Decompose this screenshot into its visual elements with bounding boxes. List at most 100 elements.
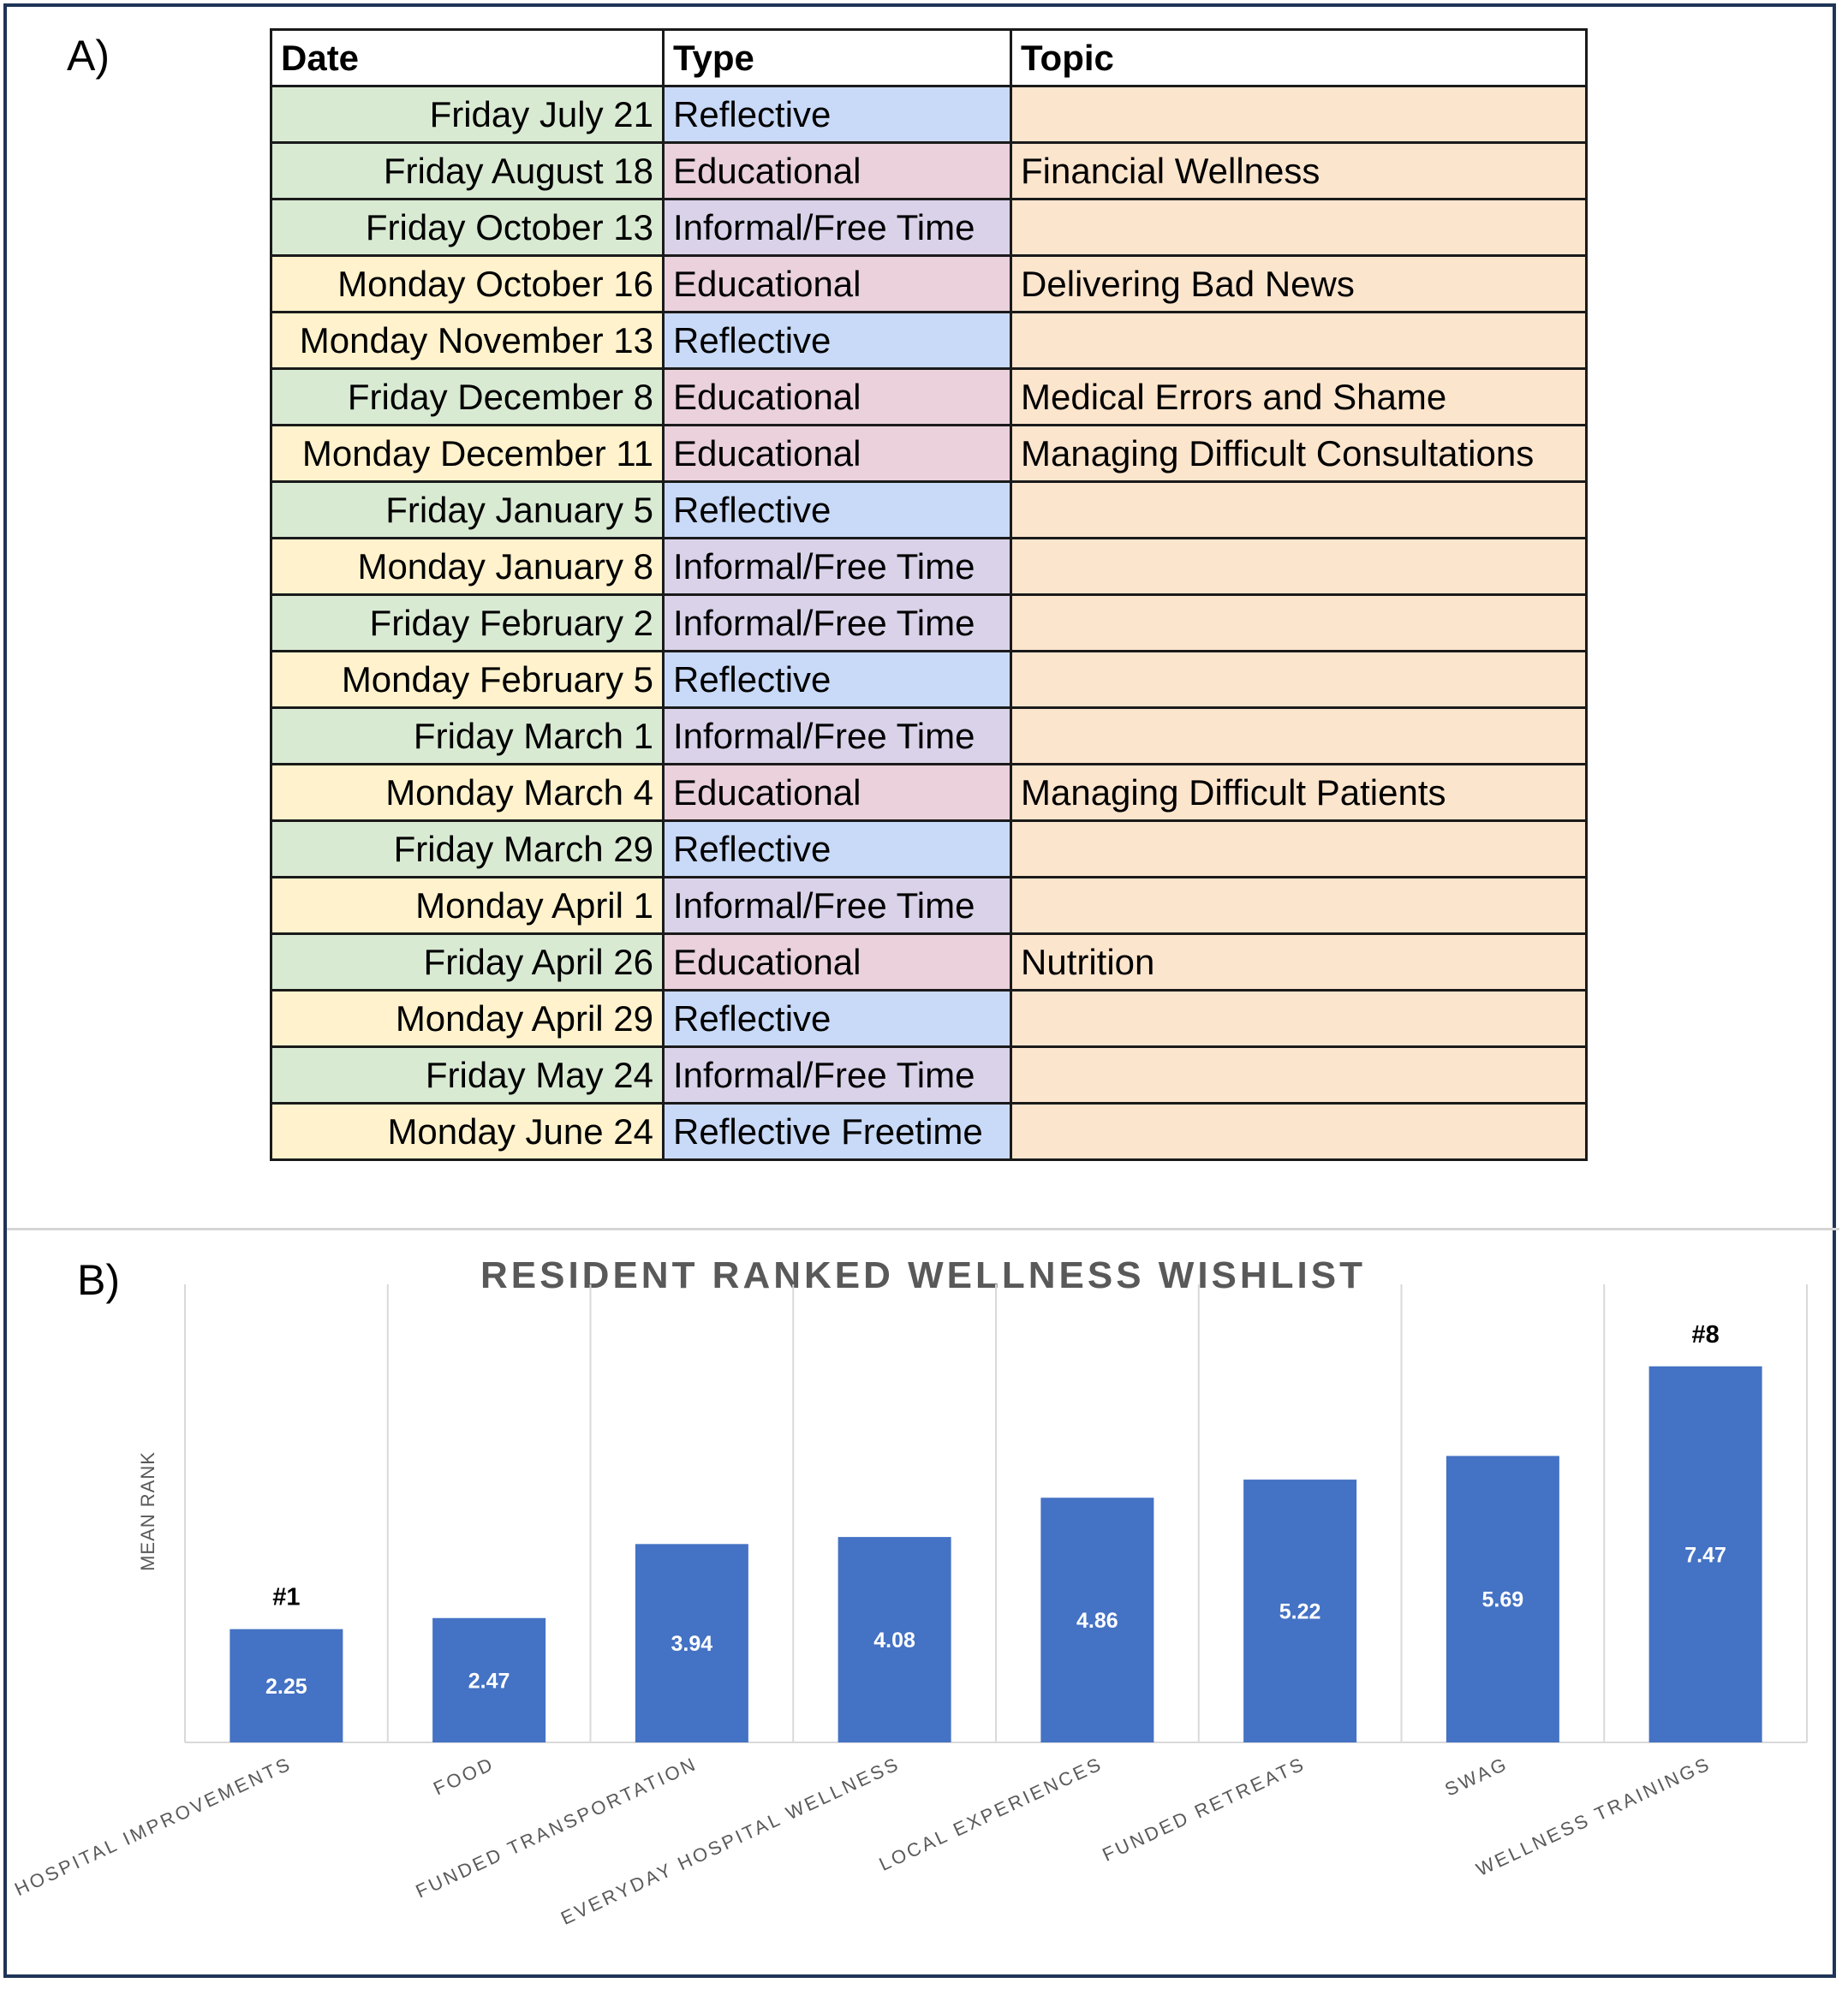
type-cell: Informal/Free Time — [662, 706, 1012, 765]
topic-cell: Medical Errors and Shame — [1010, 367, 1588, 426]
category-tick-label: FUNDED RETREATS — [1099, 1753, 1309, 1866]
date-cell: Friday December 8 — [270, 367, 665, 426]
topic-cell: Nutrition — [1010, 932, 1588, 992]
date-cell: Friday July 21 — [270, 85, 665, 144]
type-cell: Reflective — [662, 480, 1012, 539]
date-cell: Friday August 18 — [270, 141, 665, 200]
topic-cell — [1010, 650, 1588, 709]
type-cell: Educational — [662, 254, 1012, 313]
category-tick-label: LOCAL EXPERIENCES — [876, 1753, 1106, 1875]
type-cell: Reflective — [662, 650, 1012, 709]
date-cell: Monday April 1 — [270, 876, 665, 935]
date-cell: Friday March 29 — [270, 819, 665, 878]
topic-cell: Managing Difficult Consultations — [1010, 424, 1588, 483]
header-date: Date — [270, 28, 665, 87]
bar-layer — [230, 1366, 1762, 1742]
table-row: Monday December 11 Educational Managing Di… — [270, 424, 1588, 483]
topic-cell — [1010, 706, 1588, 765]
table-row: Friday March 1 Informal/Free Time — [270, 706, 1588, 765]
data-label: 7.47 — [1684, 1543, 1726, 1567]
date-cell: Friday March 1 — [270, 706, 665, 765]
data-label: 2.25 — [265, 1675, 307, 1699]
type-cell: Informal/Free Time — [662, 876, 1012, 935]
schedule-body: Friday July 21 Reflective Friday August 18… — [270, 85, 1588, 1161]
table-header-row: Date Type Topic — [270, 28, 1588, 87]
bar — [1648, 1366, 1762, 1742]
topic-cell — [1010, 480, 1588, 539]
rank-annotation: #1 — [272, 1584, 300, 1611]
header-type: Type — [662, 28, 1012, 87]
table-row: Friday April 26 Educational Nutrition — [270, 932, 1588, 992]
bar — [838, 1537, 951, 1742]
type-cell: Educational — [662, 424, 1012, 483]
date-cell: Friday May 24 — [270, 1045, 665, 1105]
topic-cell: Delivering Bad News — [1010, 254, 1588, 313]
header-topic: Topic — [1010, 28, 1588, 87]
data-label: 3.94 — [671, 1632, 713, 1656]
type-cell: Reflective — [662, 819, 1012, 878]
table-row: Friday December 8 Educational Medical Erro… — [270, 367, 1588, 426]
topic-cell — [1010, 819, 1588, 878]
category-tick-label: HOSPITAL IMPROVEMENTS — [11, 1753, 295, 1900]
date-cell: Monday April 29 — [270, 989, 665, 1048]
type-cell: Informal/Free Time — [662, 537, 1012, 596]
panel-divider — [7, 1228, 1839, 1230]
topic-cell — [1010, 198, 1588, 257]
type-cell: Reflective Freetime — [662, 1102, 1012, 1161]
topic-cell — [1010, 876, 1588, 935]
table-row: Friday October 13 Informal/Free Time — [270, 198, 1588, 257]
type-cell: Informal/Free Time — [662, 198, 1012, 257]
table-row: Monday November 13 Reflective — [270, 311, 1588, 370]
data-label: 4.08 — [873, 1629, 915, 1653]
date-cell: Monday February 5 — [270, 650, 665, 709]
wellness-wishlist-chart: RESIDENT RANKED WELLNESS WISHLIST MEAN R… — [11, 1254, 1808, 1929]
bar — [230, 1629, 343, 1742]
panel-a-label: A) — [67, 32, 110, 80]
table-row: Monday February 5 Reflective — [270, 650, 1588, 709]
bar — [1243, 1480, 1357, 1742]
y-axis-title: MEAN RANK — [137, 1451, 158, 1571]
date-cell: Monday January 8 — [270, 537, 665, 596]
type-cell: Educational — [662, 141, 1012, 200]
table-row: Friday March 29 Reflective — [270, 819, 1588, 878]
topic-cell — [1010, 85, 1588, 144]
type-cell: Educational — [662, 763, 1012, 822]
data-label: 5.22 — [1279, 1600, 1321, 1624]
date-cell: Friday February 2 — [270, 593, 665, 652]
type-cell: Educational — [662, 367, 1012, 426]
table-row: Friday February 2 Informal/Free Time — [270, 593, 1588, 652]
type-cell: Reflective — [662, 85, 1012, 144]
rank-annotation: #8 — [1691, 1321, 1719, 1349]
date-cell: Monday March 4 — [270, 763, 665, 822]
figure-frame — [3, 3, 1836, 1978]
category-tick-label: SWAG — [1441, 1753, 1511, 1801]
topic-cell — [1010, 537, 1588, 596]
data-label: 2.47 — [468, 1669, 510, 1693]
date-cell: Monday June 24 — [270, 1102, 665, 1161]
topic-cell — [1010, 989, 1588, 1048]
date-cell: Monday October 16 — [270, 254, 665, 313]
table-row: Monday January 8 Informal/Free Time — [270, 537, 1588, 596]
date-cell: Monday November 13 — [270, 311, 665, 370]
type-cell: Informal/Free Time — [662, 1045, 1012, 1105]
category-tick-label: FOOD — [430, 1753, 498, 1800]
bar — [432, 1617, 546, 1742]
schedule-table: Date Type Topic Friday July 21 Reflective… — [270, 28, 1588, 1161]
grid-layer — [184, 1284, 1808, 1743]
topic-cell — [1010, 593, 1588, 652]
table-row: Monday April 29 Reflective — [270, 989, 1588, 1048]
table-row: Friday January 5 Reflective — [270, 480, 1588, 539]
table-row: Monday March 4 Educational Managing Diffic… — [270, 763, 1588, 822]
table-row: Monday October 16 Educational Delivering B… — [270, 254, 1588, 313]
panel-b-label: B) — [77, 1256, 120, 1304]
date-cell: Friday January 5 — [270, 480, 665, 539]
table-row: Monday June 24 Reflective Freetime — [270, 1102, 1588, 1161]
table-row: Monday April 1 Informal/Free Time — [270, 876, 1588, 935]
category-tick-label: EVERYDAY HOSPITAL WELLNESS — [557, 1753, 903, 1929]
bar — [1446, 1456, 1559, 1742]
date-cell: Friday October 13 — [270, 198, 665, 257]
date-cell: Friday April 26 — [270, 932, 665, 992]
type-cell: Informal/Free Time — [662, 593, 1012, 652]
table-row: Friday August 18 Educational Financial Wel… — [270, 141, 1588, 200]
data-label: 5.69 — [1482, 1588, 1524, 1612]
